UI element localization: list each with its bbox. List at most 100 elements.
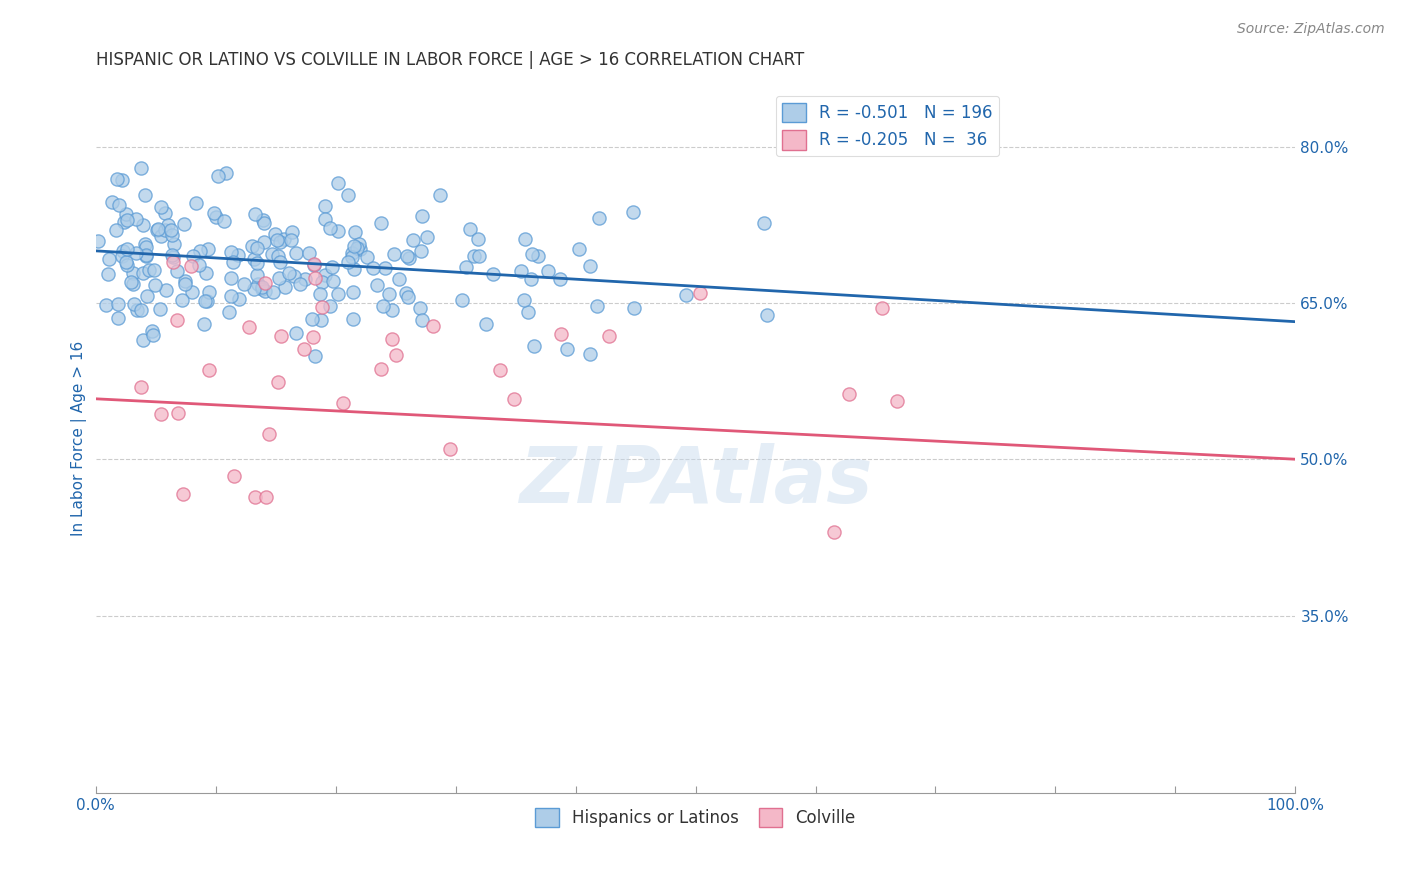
Point: [337, 188, 360, 202]
Point: [202, 205, 225, 219]
Point: [96, 267, 118, 281]
Point: [411, 312, 433, 326]
Point: [150, 228, 173, 243]
Point: [150, 201, 173, 215]
Point: [107, 310, 129, 325]
Point: [115, 207, 138, 221]
Point: [280, 233, 302, 247]
Text: Source: ZipAtlas.com: Source: ZipAtlas.com: [1237, 22, 1385, 37]
Point: [301, 311, 323, 326]
Point: [468, 249, 491, 263]
Point: [377, 287, 399, 301]
Point: [537, 264, 560, 278]
Point: [475, 317, 498, 331]
Point: [174, 277, 197, 291]
Point: [135, 249, 157, 263]
Point: [588, 211, 610, 226]
Point: [396, 291, 419, 305]
Point: [181, 285, 204, 299]
Point: [290, 277, 312, 291]
Point: [132, 218, 155, 232]
Point: [267, 375, 290, 389]
Point: [294, 272, 316, 286]
Point: [100, 195, 122, 210]
Point: [513, 293, 536, 307]
Point: [228, 292, 250, 306]
Point: [160, 228, 183, 243]
Point: [252, 212, 274, 227]
Point: [321, 260, 343, 274]
Point: [415, 229, 437, 244]
Point: [254, 491, 277, 505]
Point: [269, 255, 291, 269]
Point: [451, 293, 474, 307]
Point: [823, 525, 845, 540]
Point: [304, 271, 326, 285]
Point: [111, 172, 134, 186]
Point: [125, 211, 148, 226]
Point: [143, 262, 166, 277]
Point: [371, 299, 394, 313]
Point: [356, 250, 378, 264]
Point: [340, 250, 363, 264]
Point: [270, 329, 292, 343]
Point: [370, 362, 392, 376]
Point: [456, 260, 478, 274]
Point: [579, 259, 602, 273]
Text: ZIPAtlas: ZIPAtlas: [519, 443, 872, 519]
Point: [328, 287, 350, 301]
Point: [115, 212, 138, 227]
Point: [125, 246, 148, 260]
Point: [243, 206, 266, 220]
Point: [150, 407, 173, 421]
Point: [267, 271, 290, 285]
Point: [429, 188, 451, 202]
Point: [132, 266, 155, 280]
Point: [550, 326, 572, 341]
Point: [170, 293, 193, 307]
Point: [242, 238, 264, 252]
Point: [160, 223, 183, 237]
Point: [342, 245, 364, 260]
Point: [146, 221, 169, 235]
Point: [274, 280, 297, 294]
Point: [138, 263, 160, 277]
Point: [142, 328, 165, 343]
Point: [238, 320, 260, 334]
Point: [181, 249, 204, 263]
Point: [579, 347, 602, 361]
Point: [269, 235, 291, 249]
Point: [222, 468, 245, 483]
Point: [219, 271, 242, 285]
Point: [523, 339, 546, 353]
Point: [98, 252, 121, 266]
Point: [247, 277, 270, 291]
Point: [555, 342, 578, 356]
Point: [343, 239, 366, 253]
Point: [204, 210, 226, 224]
Point: [194, 266, 217, 280]
Point: [163, 236, 186, 251]
Point: [623, 301, 645, 315]
Point: [198, 285, 221, 299]
Point: [219, 245, 242, 260]
Point: [319, 299, 342, 313]
Point: [302, 330, 325, 344]
Point: [278, 266, 301, 280]
Point: [194, 293, 217, 308]
Point: [422, 318, 444, 333]
Point: [193, 317, 215, 331]
Point: [385, 348, 408, 362]
Point: [322, 274, 344, 288]
Point: [838, 387, 860, 401]
Point: [302, 257, 325, 271]
Point: [886, 393, 908, 408]
Point: [122, 297, 145, 311]
Point: [146, 223, 169, 237]
Point: [172, 487, 194, 501]
Point: [188, 244, 211, 259]
Point: [519, 271, 541, 285]
Point: [222, 255, 245, 269]
Point: [246, 256, 269, 270]
Point: [298, 246, 321, 260]
